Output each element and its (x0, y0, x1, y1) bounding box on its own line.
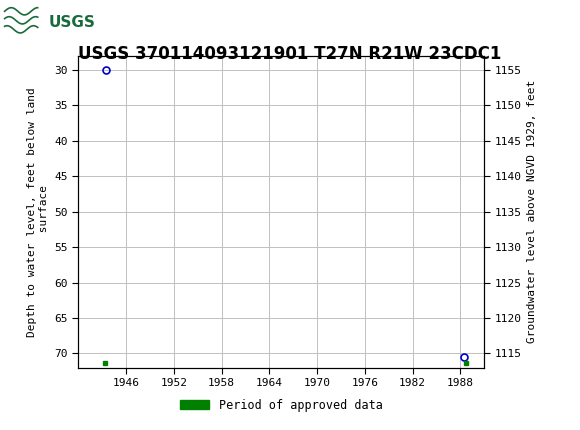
Y-axis label: Depth to water level, feet below land
 surface: Depth to water level, feet below land su… (27, 87, 49, 337)
Text: USGS: USGS (49, 15, 96, 30)
Y-axis label: Groundwater level above NGVD 1929, feet: Groundwater level above NGVD 1929, feet (527, 80, 537, 344)
Legend: Period of approved data: Period of approved data (175, 394, 387, 416)
FancyBboxPatch shape (3, 2, 104, 43)
Text: USGS 370114093121901 T27N R21W 23CDC1: USGS 370114093121901 T27N R21W 23CDC1 (78, 45, 502, 63)
